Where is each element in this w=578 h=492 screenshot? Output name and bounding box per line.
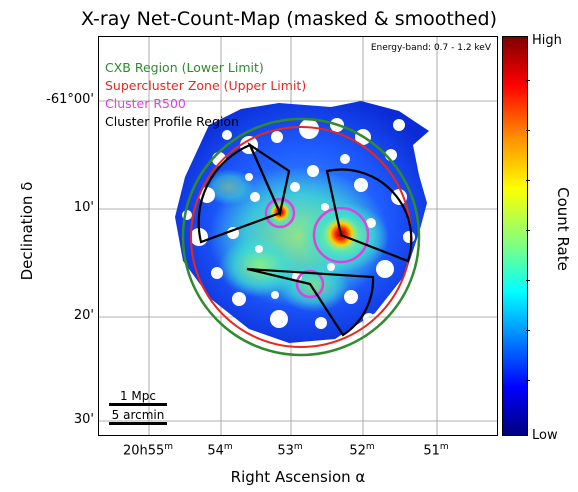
- scale-bar-arcmin-label: 5 arcmin: [111, 408, 165, 422]
- y-tick-1: 10': [73, 200, 94, 215]
- y-axis-label: Declination δ: [18, 181, 36, 281]
- legend-r500: Cluster R500: [105, 96, 186, 111]
- colorbar-tick: [526, 80, 530, 81]
- legend-supercluster: Supercluster Zone (Upper Limit): [105, 78, 307, 93]
- colorbar-tick: [526, 130, 530, 131]
- x-tick-0: 20h55m: [122, 442, 174, 459]
- colorbar-title: Count Rate: [554, 187, 572, 271]
- y-tick-2: 20': [73, 308, 94, 323]
- legend-profile: Cluster Profile Region: [105, 114, 239, 129]
- y-tick-0: -61°00': [46, 92, 94, 107]
- x-tick-4: 51m: [423, 442, 449, 459]
- colorbar-tick: [526, 330, 530, 331]
- figure-title: X-ray Net-Count-Map (masked & smoothed): [80, 8, 498, 30]
- colorbar-tick: [526, 230, 530, 231]
- cxb-region-circle: [181, 117, 421, 357]
- colorbar-tick: [526, 280, 530, 281]
- colorbar-tick: [526, 380, 530, 381]
- r500-circle-north: [312, 206, 370, 264]
- r500-circle-south: [295, 269, 325, 299]
- colorbar-low-label: Low: [532, 428, 558, 443]
- scale-bar-mpc-label: 1 Mpc: [119, 389, 157, 403]
- scale-bar: 1 Mpc 5 arcmin: [109, 389, 167, 425]
- xray-map-image: [99, 37, 497, 435]
- map-panel: Energy-band: 0.7 - 1.2 keV CXB Region (L…: [98, 36, 498, 436]
- scale-bar-mpc: [109, 403, 167, 406]
- energy-band-label: Energy-band: 0.7 - 1.2 keV: [370, 43, 491, 53]
- scale-bar-arcmin: [109, 422, 167, 425]
- colorbar-high-label: High: [532, 33, 562, 48]
- x-tick-2: 53m: [277, 442, 303, 459]
- legend-cxb: CXB Region (Lower Limit): [105, 60, 264, 75]
- colorbar: [502, 36, 528, 436]
- r500-circle-west: [264, 197, 296, 229]
- colorbar-tick: [526, 180, 530, 181]
- region-legend: CXB Region (Lower Limit) Supercluster Zo…: [105, 59, 306, 131]
- y-tick-3: 30': [73, 412, 94, 427]
- cluster-profile-regions: [197, 141, 413, 337]
- x-axis-label: Right Ascension α: [230, 468, 366, 486]
- x-tick-1: 54m: [207, 442, 233, 459]
- x-tick-3: 52m: [349, 442, 375, 459]
